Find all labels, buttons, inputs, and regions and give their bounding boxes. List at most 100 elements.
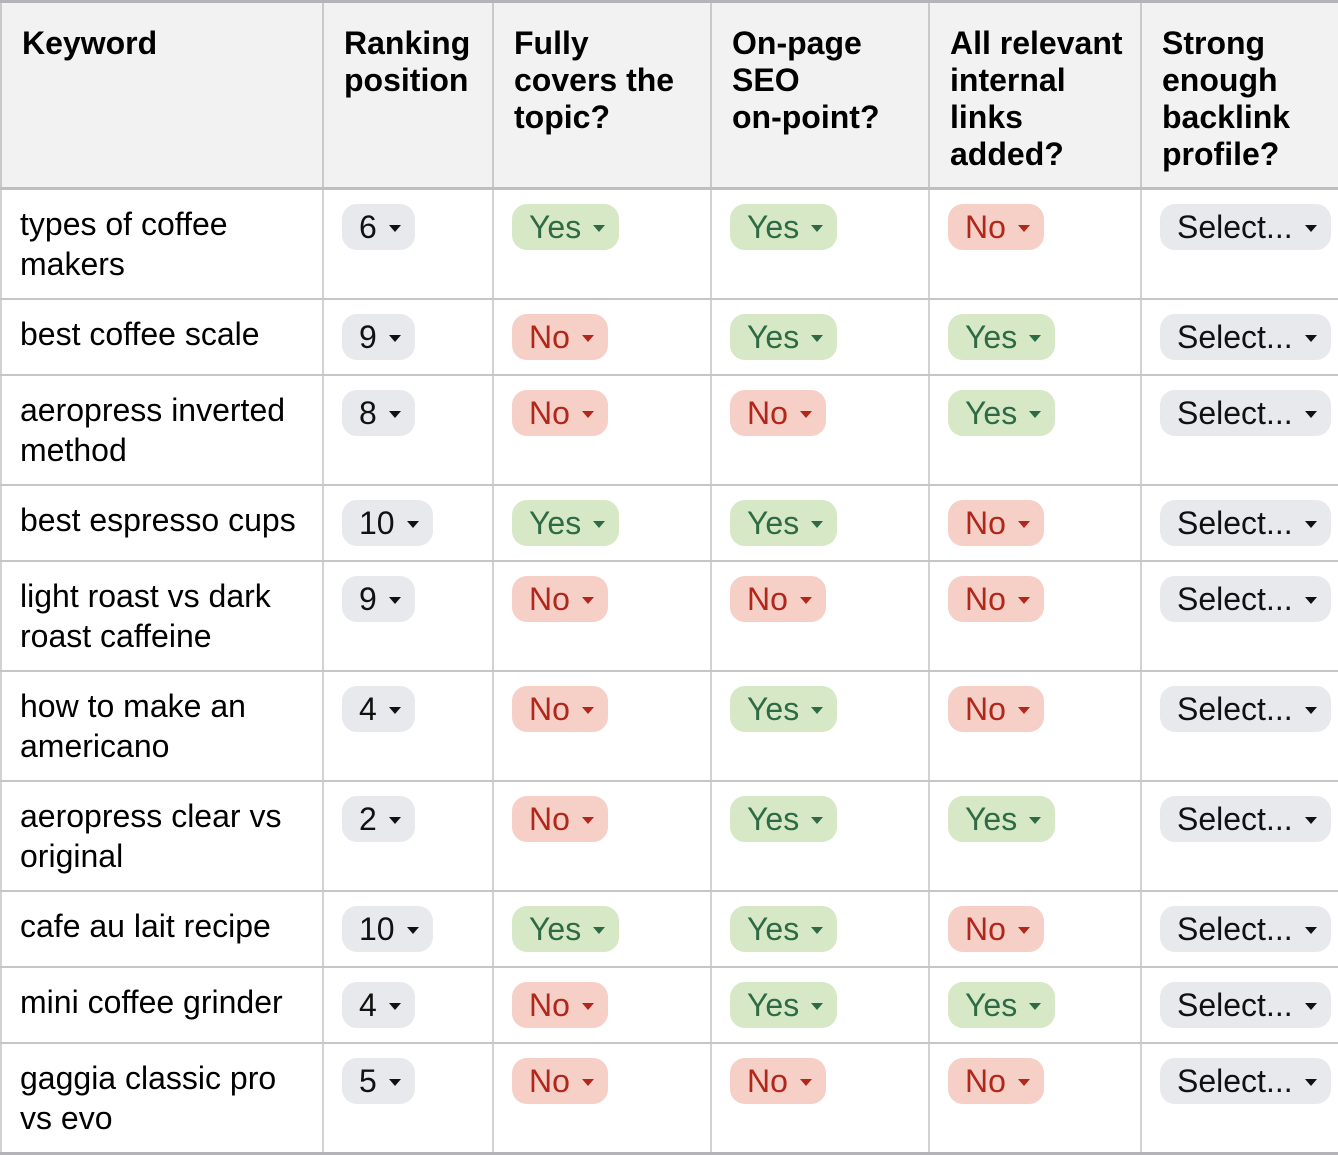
chip-cell: 6: [322, 187, 494, 300]
onpage-seo-chip[interactable]: Yes: [730, 796, 838, 842]
keyword-cell[interactable]: types of coffee makers: [0, 187, 324, 300]
table-row: how to make an americano 4 No Yes No: [0, 670, 1338, 782]
backlink-profile-chip[interactable]: Select...: [1160, 796, 1331, 842]
chevron-down-icon: [811, 1003, 824, 1010]
ranking-chip[interactable]: 4: [342, 686, 415, 732]
onpage-seo-chip[interactable]: No: [730, 390, 826, 436]
internal-links-chip[interactable]: Yes: [948, 390, 1056, 436]
chevron-down-icon: [388, 225, 401, 232]
chip-cell: Select...: [1140, 780, 1338, 892]
onpage-seo-chip[interactable]: Yes: [730, 906, 838, 952]
covers-topic-chip[interactable]: No: [512, 686, 608, 732]
keyword-cell[interactable]: cafe au lait recipe: [0, 890, 324, 968]
chip-label: 10: [359, 505, 395, 541]
keyword-cell[interactable]: best espresso cups: [0, 484, 324, 562]
chevron-down-icon: [1304, 1079, 1317, 1086]
chip-cell: Select...: [1140, 890, 1338, 968]
ranking-chip[interactable]: 5: [342, 1058, 415, 1104]
chevron-down-icon: [811, 335, 824, 342]
internal-links-chip[interactable]: No: [948, 576, 1044, 622]
ranking-chip[interactable]: 2: [342, 796, 415, 842]
chip-label: Select...: [1177, 801, 1293, 837]
onpage-seo-chip[interactable]: Yes: [730, 204, 838, 250]
chip-cell: Yes: [928, 298, 1142, 376]
keyword-cell[interactable]: gaggia classic pro vs evo: [0, 1042, 324, 1155]
onpage-seo-chip[interactable]: No: [730, 1058, 826, 1104]
chevron-down-icon: [593, 927, 606, 934]
chip-label: No: [529, 1063, 570, 1099]
ranking-chip[interactable]: 10: [342, 500, 433, 546]
ranking-chip[interactable]: 8: [342, 390, 415, 436]
backlink-profile-chip[interactable]: Select...: [1160, 906, 1331, 952]
covers-topic-chip[interactable]: Yes: [512, 500, 620, 546]
internal-links-chip[interactable]: Yes: [948, 796, 1056, 842]
chip-cell: No: [928, 670, 1142, 782]
chip-label: Select...: [1177, 581, 1293, 617]
chip-cell: Yes: [492, 890, 712, 968]
keyword-text: aeropress clear vs original: [20, 798, 282, 874]
backlink-profile-chip[interactable]: Select...: [1160, 204, 1331, 250]
chevron-down-icon: [388, 707, 401, 714]
keyword-cell[interactable]: aeropress inverted method: [0, 374, 324, 486]
chip-cell: Select...: [1140, 298, 1338, 376]
chevron-down-icon: [406, 927, 419, 934]
chevron-down-icon: [581, 597, 594, 604]
keyword-cell[interactable]: how to make an americano: [0, 670, 324, 782]
keyword-cell[interactable]: light roast vs dark roast caffeine: [0, 560, 324, 672]
chip-label: Yes: [965, 987, 1018, 1023]
covers-topic-chip[interactable]: Yes: [512, 204, 620, 250]
chip-label: 9: [359, 319, 377, 355]
chip-cell: 10: [322, 484, 494, 562]
covers-topic-chip[interactable]: No: [512, 1058, 608, 1104]
covers-topic-chip[interactable]: No: [512, 314, 608, 360]
onpage-seo-chip[interactable]: No: [730, 576, 826, 622]
chevron-down-icon: [1017, 707, 1030, 714]
backlink-profile-chip[interactable]: Select...: [1160, 1058, 1331, 1104]
backlink-profile-chip[interactable]: Select...: [1160, 500, 1331, 546]
column-header-fully-covers: Fully covers the topic?: [492, 0, 712, 190]
ranking-chip[interactable]: 10: [342, 906, 433, 952]
internal-links-chip[interactable]: No: [948, 906, 1044, 952]
keyword-cell[interactable]: aeropress clear vs original: [0, 780, 324, 892]
chip-cell: 10: [322, 890, 494, 968]
covers-topic-chip[interactable]: No: [512, 796, 608, 842]
internal-links-chip[interactable]: Yes: [948, 314, 1056, 360]
ranking-chip[interactable]: 9: [342, 576, 415, 622]
backlink-profile-chip[interactable]: Select...: [1160, 686, 1331, 732]
covers-topic-chip[interactable]: No: [512, 982, 608, 1028]
internal-links-chip[interactable]: No: [948, 500, 1044, 546]
onpage-seo-chip[interactable]: Yes: [730, 500, 838, 546]
keyword-cell[interactable]: mini coffee grinder: [0, 966, 324, 1044]
backlink-profile-chip[interactable]: Select...: [1160, 390, 1331, 436]
ranking-chip[interactable]: 6: [342, 204, 415, 250]
chip-label: Select...: [1177, 987, 1293, 1023]
covers-topic-chip[interactable]: No: [512, 390, 608, 436]
internal-links-chip[interactable]: Yes: [948, 982, 1056, 1028]
ranking-chip[interactable]: 9: [342, 314, 415, 360]
chevron-down-icon: [581, 1003, 594, 1010]
chip-label: 4: [359, 987, 377, 1023]
keyword-cell[interactable]: best coffee scale: [0, 298, 324, 376]
chip-cell: 8: [322, 374, 494, 486]
chip-label: Yes: [747, 911, 800, 947]
chip-cell: Yes: [710, 484, 930, 562]
chip-cell: No: [928, 890, 1142, 968]
backlink-profile-chip[interactable]: Select...: [1160, 982, 1331, 1028]
chevron-down-icon: [811, 707, 824, 714]
backlink-profile-chip[interactable]: Select...: [1160, 576, 1331, 622]
internal-links-chip[interactable]: No: [948, 204, 1044, 250]
onpage-seo-chip[interactable]: Yes: [730, 686, 838, 732]
chip-label: Select...: [1177, 505, 1293, 541]
covers-topic-chip[interactable]: No: [512, 576, 608, 622]
onpage-seo-chip[interactable]: Yes: [730, 982, 838, 1028]
internal-links-chip[interactable]: No: [948, 686, 1044, 732]
chevron-down-icon: [1017, 1079, 1030, 1086]
onpage-seo-chip[interactable]: Yes: [730, 314, 838, 360]
covers-topic-chip[interactable]: Yes: [512, 906, 620, 952]
ranking-chip[interactable]: 4: [342, 982, 415, 1028]
chip-cell: 4: [322, 966, 494, 1044]
internal-links-chip[interactable]: No: [948, 1058, 1044, 1104]
chip-label: 6: [359, 209, 377, 245]
keyword-text: mini coffee grinder: [20, 984, 283, 1020]
backlink-profile-chip[interactable]: Select...: [1160, 314, 1331, 360]
